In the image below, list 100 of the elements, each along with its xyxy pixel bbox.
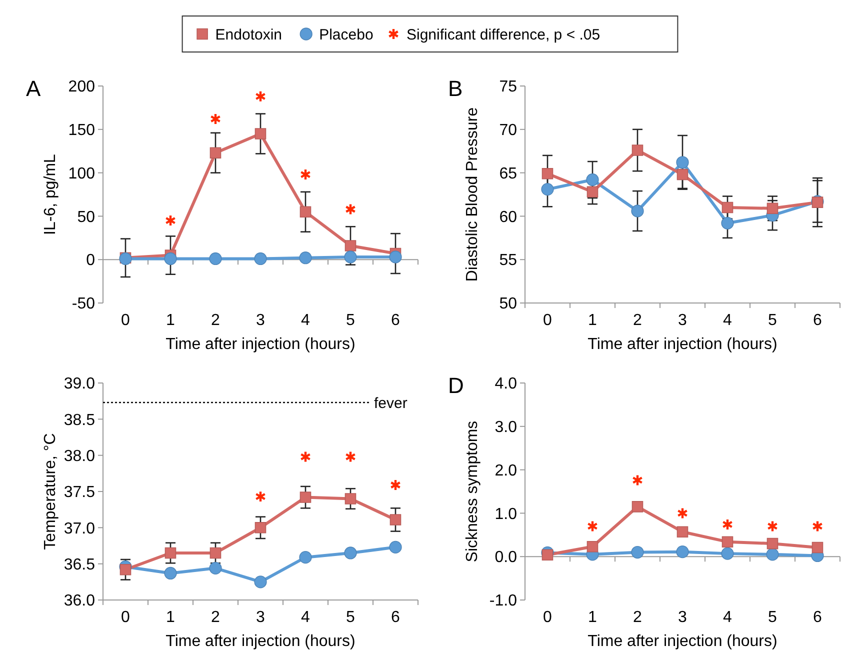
point <box>766 538 778 550</box>
y-axis-title: Temperature, °C <box>42 433 59 550</box>
point <box>210 147 222 158</box>
x-tick-label: 0 <box>121 609 130 626</box>
y-tick-label: 75 <box>499 78 518 96</box>
x-tick-label: 1 <box>166 312 176 329</box>
x-tick-label: 3 <box>678 609 688 626</box>
point <box>300 450 311 463</box>
point <box>722 536 734 548</box>
point <box>254 128 266 140</box>
x-tick-label: 6 <box>813 312 822 329</box>
y-tick-label: 39.0 <box>64 376 96 393</box>
y-tick-label: -50 <box>72 296 96 313</box>
point <box>164 566 177 580</box>
y-tick-label: 0 <box>86 252 96 270</box>
point <box>165 214 176 227</box>
point <box>541 182 554 196</box>
point <box>676 156 689 169</box>
point <box>210 547 222 559</box>
point <box>300 492 312 503</box>
legend-label: Placebo <box>319 26 374 44</box>
x-tick-label: 4 <box>301 312 310 329</box>
point <box>209 252 222 266</box>
chart-title: B <box>448 76 463 101</box>
x-tick-label: 6 <box>391 312 400 329</box>
x-axis-title: Time after injection (hours) <box>588 633 778 650</box>
x-tick-label: 5 <box>346 609 356 626</box>
point <box>255 490 266 503</box>
point <box>721 216 734 230</box>
y-tick-label: 100 <box>68 165 96 182</box>
point <box>586 173 599 186</box>
x-tick-label: 2 <box>211 609 220 626</box>
x-tick-label: 2 <box>211 312 220 329</box>
point <box>344 240 356 252</box>
point <box>767 520 778 532</box>
point <box>389 250 402 264</box>
point <box>631 546 644 559</box>
chart-title: A <box>26 76 41 101</box>
x-tick-label: 6 <box>813 609 822 626</box>
x-tick-label: 2 <box>633 312 642 329</box>
legend-label: Endotoxin <box>215 26 282 44</box>
point <box>209 562 222 574</box>
point <box>389 540 402 554</box>
chart-title: D <box>448 373 464 398</box>
y-tick-label: 37.5 <box>64 484 96 502</box>
point <box>210 112 221 126</box>
x-tick-label: 4 <box>723 609 732 626</box>
y-tick-label: -1.0 <box>489 592 518 610</box>
x-tick-label: 1 <box>166 609 176 626</box>
point <box>676 168 688 180</box>
point <box>542 549 554 561</box>
x-tick-label: 2 <box>633 609 642 626</box>
point <box>676 546 689 558</box>
y-axis-title: Sickness symptoms <box>464 420 481 562</box>
x-tick-label: 0 <box>543 609 552 626</box>
point <box>542 168 554 180</box>
point <box>300 168 311 181</box>
y-axis-title: IL-6, pg/mL <box>42 154 59 235</box>
y-tick-label: 50 <box>499 296 518 313</box>
point <box>299 551 312 564</box>
x-axis-title: Time after injection (hours) <box>166 336 356 353</box>
point <box>254 252 267 266</box>
x-tick-label: 4 <box>723 312 732 329</box>
x-axis-title: Time after injection (hours) <box>588 336 778 353</box>
point <box>677 507 688 520</box>
point <box>632 501 644 512</box>
point <box>766 548 779 561</box>
x-tick-label: 1 <box>588 312 598 329</box>
x-axis-title: Time after injection (hours) <box>166 633 356 650</box>
point <box>722 202 734 214</box>
point <box>587 520 598 532</box>
y-tick-label: 1.0 <box>494 506 518 523</box>
point <box>812 542 824 554</box>
y-tick-label: 36.0 <box>64 592 96 610</box>
point <box>164 547 176 559</box>
point <box>766 202 778 214</box>
y-tick-label: 36.5 <box>64 556 96 574</box>
y-tick-label: 2.0 <box>494 462 518 480</box>
y-tick-label: 37.0 <box>64 520 96 538</box>
y-tick-label: 38.5 <box>64 412 96 429</box>
point <box>676 526 688 538</box>
point <box>344 493 356 504</box>
point <box>120 564 132 576</box>
y-tick-label: 0.0 <box>494 549 518 566</box>
point <box>586 540 598 552</box>
y-tick-label: 4.0 <box>494 376 518 393</box>
point <box>344 546 357 560</box>
legend-label: Significant difference, p < .05 <box>406 26 600 44</box>
point <box>632 144 644 156</box>
point <box>586 186 598 198</box>
x-tick-label: 3 <box>678 312 688 329</box>
y-axis-title: Diastolic Blood Pressure <box>464 107 481 282</box>
x-tick-label: 1 <box>588 609 598 626</box>
y-tick-label: 70 <box>499 122 518 139</box>
point <box>631 204 644 218</box>
y-tick-label: 60 <box>499 208 518 226</box>
point <box>632 474 643 486</box>
x-tick-label: 6 <box>391 609 400 626</box>
x-tick-label: 5 <box>346 312 356 329</box>
y-tick-label: 65 <box>499 165 518 182</box>
